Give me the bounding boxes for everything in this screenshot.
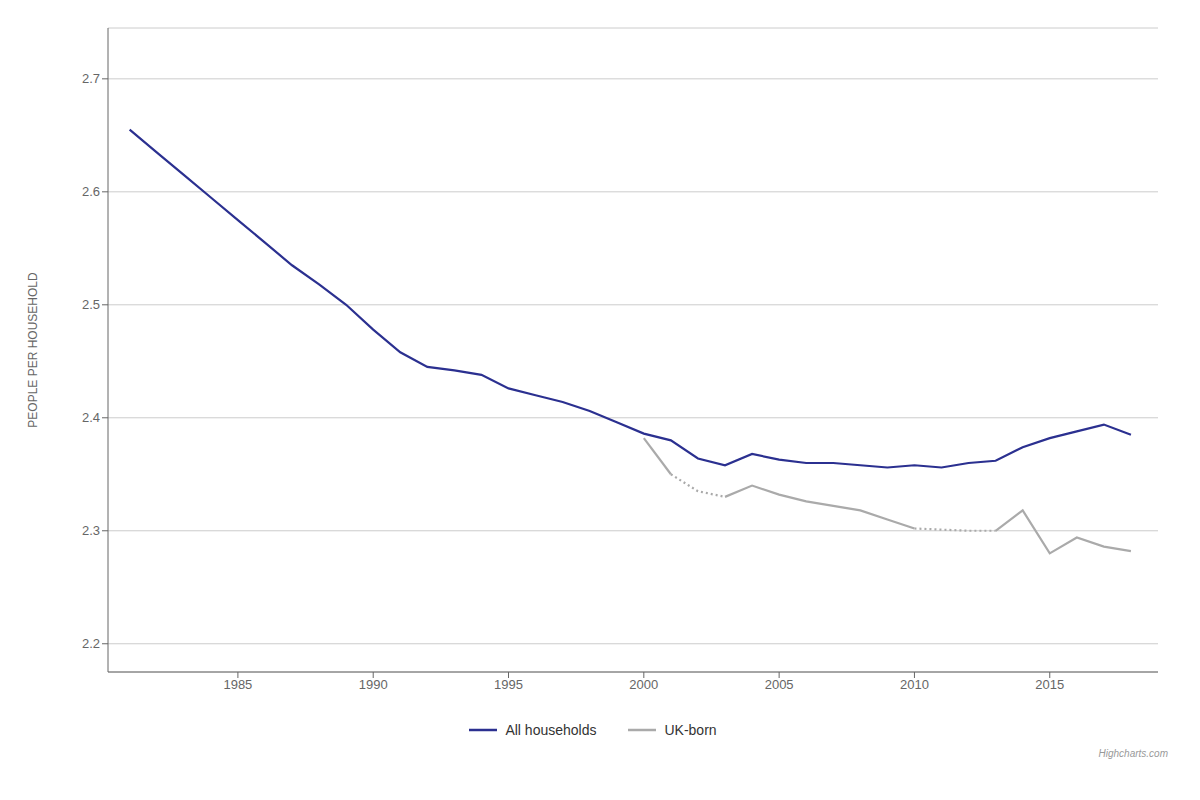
svg-text:1995: 1995 xyxy=(494,677,523,692)
svg-text:PEOPLE PER HOUSEHOLD: PEOPLE PER HOUSEHOLD xyxy=(26,272,40,428)
svg-text:2.6: 2.6 xyxy=(82,184,100,199)
svg-text:2.4: 2.4 xyxy=(82,410,100,425)
html-text:Highcharts.com: Highcharts.com xyxy=(1098,748,1168,759)
svg-text:1985: 1985 xyxy=(223,677,252,692)
svg-text:2010: 2010 xyxy=(900,677,929,692)
svg-text:2.7: 2.7 xyxy=(82,71,100,86)
svg-text:2015: 2015 xyxy=(1035,677,1064,692)
html-text:All households: All households xyxy=(505,722,597,738)
svg-text:2000: 2000 xyxy=(629,677,658,692)
svg-text:2.3: 2.3 xyxy=(82,523,100,538)
svg-text:2.5: 2.5 xyxy=(82,297,100,312)
svg-text:2.2: 2.2 xyxy=(82,636,100,651)
svg-text:2005: 2005 xyxy=(765,677,794,692)
html-text:UK-born: UK-born xyxy=(664,722,717,738)
svg-text:1990: 1990 xyxy=(359,677,388,692)
